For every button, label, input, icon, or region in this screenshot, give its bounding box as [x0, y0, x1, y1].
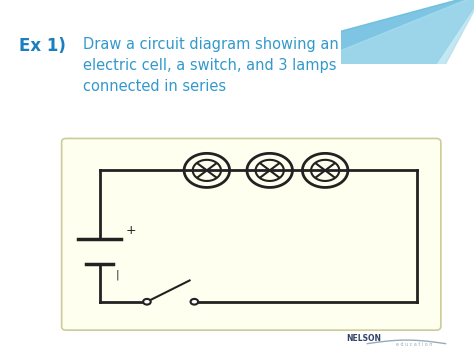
Text: e d u c a t i o n: e d u c a t i o n: [396, 342, 432, 347]
FancyBboxPatch shape: [62, 138, 441, 330]
Circle shape: [191, 299, 198, 305]
Text: |: |: [115, 270, 119, 280]
Polygon shape: [299, 0, 474, 99]
Text: Draw a circuit diagram showing an
electric cell, a switch, and 3 lamps
connected: Draw a circuit diagram showing an electr…: [83, 37, 339, 94]
Text: +: +: [126, 224, 136, 237]
Polygon shape: [334, 0, 474, 99]
Text: NELSON: NELSON: [346, 334, 381, 343]
Circle shape: [143, 299, 151, 305]
Text: Ex 1): Ex 1): [19, 37, 66, 55]
